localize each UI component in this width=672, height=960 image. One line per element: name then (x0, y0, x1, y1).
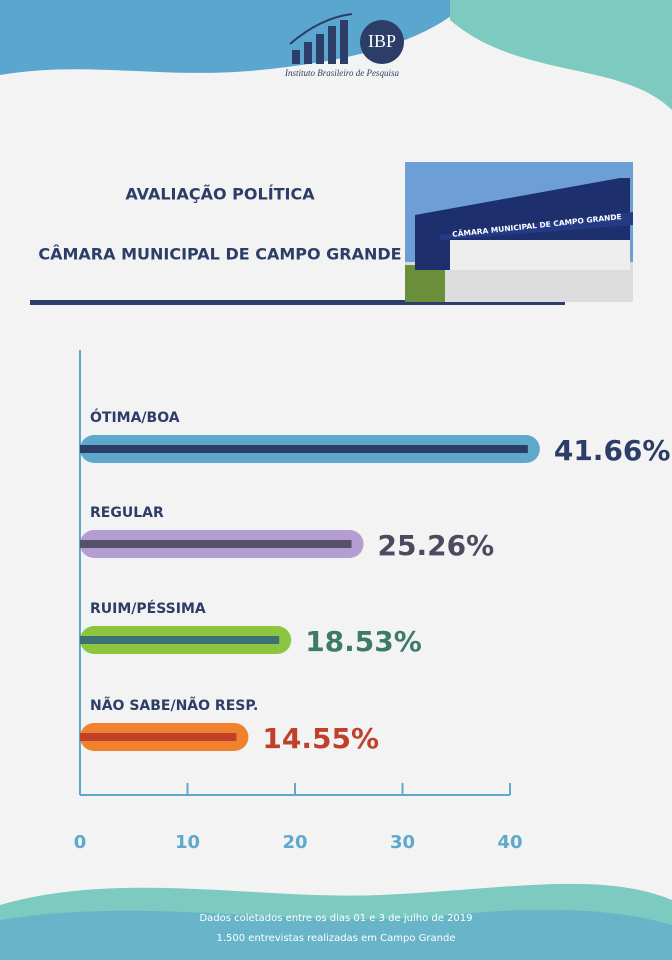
photo-wall (450, 240, 630, 270)
category-label: REGULAR (90, 505, 164, 521)
x-tick-label: 0 (74, 832, 87, 853)
logo-circle (360, 20, 404, 64)
logo-bar (292, 50, 300, 64)
photo-sign-band (440, 212, 633, 240)
footer-line: Dados coletados entre os dias 01 e 3 de … (199, 913, 472, 924)
value-label: 18.53% (305, 625, 422, 658)
photo-trees (405, 265, 445, 302)
footer-line: 1.500 entrevistas realizadas em Campo Gr… (217, 933, 456, 944)
logo-bar (316, 34, 324, 64)
bar-inner (80, 540, 352, 548)
bottom-wave-2 (0, 909, 672, 960)
category-label: ÓTIMA/BOA (90, 408, 180, 426)
bar-inner (80, 445, 528, 453)
value-label: 25.26% (378, 529, 495, 562)
category-label: RUIM/PÉSSIMA (90, 600, 206, 617)
x-tick-label: 20 (282, 832, 307, 853)
value-label: 14.55% (262, 722, 379, 755)
x-tick-label: 30 (390, 832, 415, 853)
photo: CÂMARA MUNICIPAL DE CAMPO GRANDE (405, 162, 633, 302)
logo: IBP Instituto Brasileiro de Pesquisa (284, 13, 404, 78)
top-wave-right (450, 0, 672, 110)
bar-inner (80, 733, 237, 741)
logo-arrow (289, 13, 353, 45)
divider (30, 300, 565, 305)
top-wave (0, 0, 470, 75)
chart-subtitle: CÂMARA MUNICIPAL DE CAMPO GRANDE (38, 245, 401, 264)
x-tick-label: 40 (497, 832, 522, 853)
logo-bar (304, 42, 312, 64)
logo-mark: IBP (368, 31, 396, 51)
logo-bar (328, 26, 336, 64)
logo-name: Instituto Brasileiro de Pesquisa (284, 68, 399, 78)
logo-bar (340, 20, 348, 64)
bar-inner (80, 636, 280, 644)
x-tick-label: 10 (175, 832, 200, 853)
value-label: 41.66% (554, 434, 671, 467)
chart-title: AVALIAÇÃO POLÍTICA (125, 185, 315, 204)
category-label: NÃO SABE/NÃO RESP. (90, 697, 258, 714)
